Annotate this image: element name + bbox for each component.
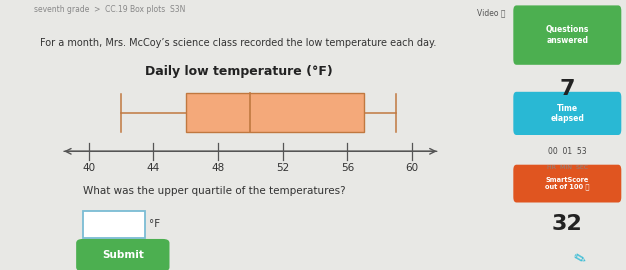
- Text: 7: 7: [560, 79, 575, 99]
- FancyBboxPatch shape: [513, 92, 621, 135]
- Bar: [186, 93, 364, 132]
- Text: Time
elapsed: Time elapsed: [550, 104, 584, 123]
- Text: 32: 32: [552, 214, 583, 234]
- Text: 48: 48: [212, 163, 225, 173]
- Text: 40: 40: [82, 163, 95, 173]
- Text: 44: 44: [146, 163, 160, 173]
- FancyBboxPatch shape: [83, 211, 145, 238]
- Text: Submit: Submit: [102, 250, 144, 260]
- FancyBboxPatch shape: [513, 165, 621, 202]
- Text: HR  MIN  SEC: HR MIN SEC: [546, 165, 588, 170]
- Text: SmartScore
out of 100 ⓘ: SmartScore out of 100 ⓘ: [545, 177, 590, 190]
- Text: What was the upper quartile of the temperatures?: What was the upper quartile of the tempe…: [83, 186, 346, 196]
- FancyBboxPatch shape: [76, 239, 170, 270]
- Text: 52: 52: [276, 163, 289, 173]
- Text: ✏: ✏: [570, 249, 588, 269]
- Text: °F: °F: [150, 219, 161, 229]
- Text: 00  01  53: 00 01 53: [548, 147, 587, 156]
- FancyBboxPatch shape: [513, 5, 621, 65]
- Text: Questions
answered: Questions answered: [546, 25, 589, 45]
- Text: 56: 56: [341, 163, 354, 173]
- Text: Video ⓘ: Video ⓘ: [477, 8, 506, 17]
- Text: For a month, Mrs. McCoy’s science class recorded the low temperature each day.: For a month, Mrs. McCoy’s science class …: [40, 38, 436, 48]
- Text: seventh grade  >  CC.19 Box plots  S3N: seventh grade > CC.19 Box plots S3N: [34, 5, 185, 14]
- Text: Daily low temperature (°F): Daily low temperature (°F): [145, 65, 332, 78]
- Text: 60: 60: [406, 163, 419, 173]
